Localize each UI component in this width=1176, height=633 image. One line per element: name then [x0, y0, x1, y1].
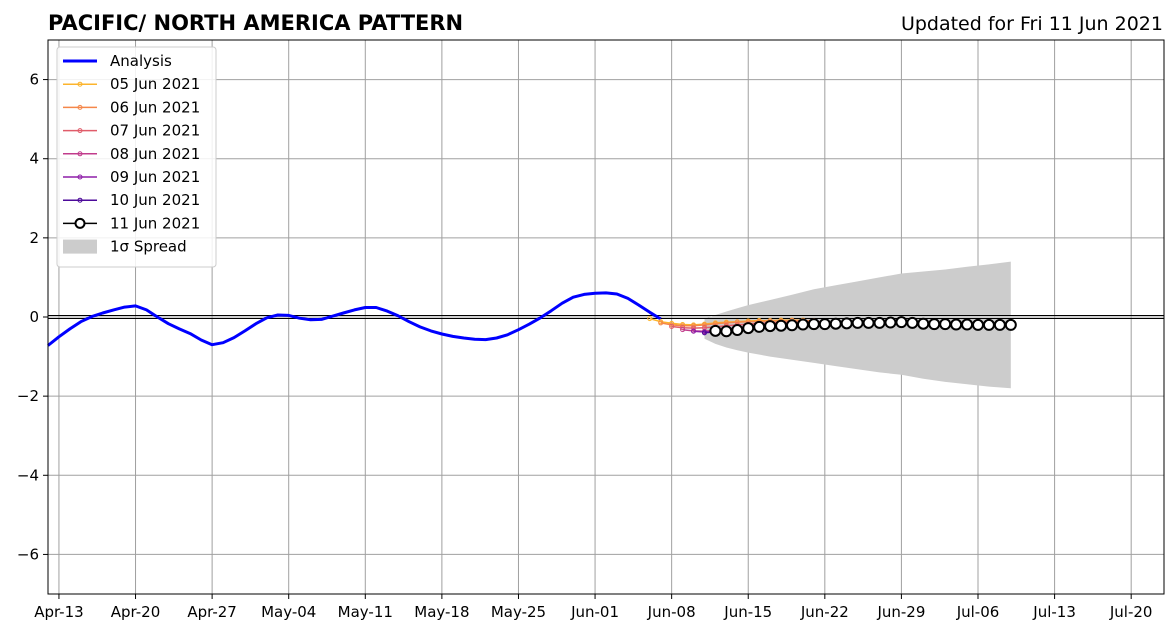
legend-marker: [77, 128, 83, 134]
data-point: [972, 318, 984, 331]
data-point: [796, 318, 809, 331]
legend-marker: [74, 217, 86, 229]
data-point: [961, 318, 974, 331]
legend-label: 1σ Spread: [110, 238, 187, 256]
series-7: [709, 316, 1017, 338]
data-point: [939, 318, 952, 331]
legend-marker: [77, 81, 83, 87]
y-axis: 6 4 2 0 −2 −4 −6: [17, 71, 48, 563]
data-point: [658, 320, 664, 326]
chart-title: PACIFIC/ NORTH AMERICA PATTERN: [48, 11, 463, 35]
y-tick-label: 0: [29, 308, 39, 326]
data-point: [680, 325, 686, 331]
x-axis: Apr-13 Apr-20 Apr-27 May-04 May-11 May-18 May-…: [34, 594, 1152, 621]
data-point: [873, 316, 886, 329]
legend-swatch-spread: [63, 239, 97, 254]
data-point: [680, 327, 686, 333]
legend: Analysis 05 Jun 2021 06 Jun 2021 07 Jun 202…: [56, 46, 217, 268]
data-point: [775, 319, 788, 332]
data-point: [884, 316, 897, 329]
data-point: [982, 318, 995, 331]
legend-marker: [77, 104, 83, 110]
legend-label: 05 Jun 2021: [110, 75, 200, 93]
legend-label: 07 Jun 2021: [110, 122, 200, 140]
legend-label: Analysis: [110, 52, 172, 70]
x-tick-label: Jun-22: [800, 603, 849, 621]
data-point: [851, 316, 864, 329]
y-tick-label: −4: [17, 466, 39, 484]
data-point: [764, 320, 777, 333]
series-group: [47, 291, 1017, 347]
data-point: [993, 318, 1006, 331]
legend-label: 08 Jun 2021: [110, 145, 200, 163]
data-point: [928, 318, 941, 331]
legend-marker: [77, 197, 83, 203]
data-point: [647, 316, 653, 322]
data-point: [950, 318, 963, 331]
data-point: [669, 323, 675, 329]
data-point: [753, 320, 766, 333]
legend-marker: [77, 151, 83, 157]
x-tick-label: Jun-08: [647, 603, 696, 621]
data-point: [786, 319, 798, 332]
x-tick-label: Apr-13: [34, 603, 84, 621]
series-line: [47, 291, 662, 347]
data-point: [742, 322, 755, 335]
data-point: [691, 325, 697, 331]
x-tick-label: Apr-20: [111, 603, 161, 621]
data-point: [818, 318, 831, 331]
data-point: [906, 316, 919, 329]
x-tick-label: May-04: [261, 603, 316, 621]
x-tick-label: May-25: [491, 603, 546, 621]
data-point: [862, 316, 875, 329]
x-tick-label: Jun-15: [723, 603, 772, 621]
data-point: [895, 316, 908, 329]
data-point: [731, 324, 744, 337]
y-tick-label: 6: [29, 71, 39, 89]
data-point: [723, 320, 729, 326]
data-point: [701, 330, 707, 336]
y-tick-label: −2: [17, 387, 39, 405]
legend-label: 10 Jun 2021: [110, 191, 200, 209]
y-tick-label: −6: [17, 545, 39, 563]
x-tick-label: Jun-29: [876, 603, 925, 621]
data-point: [917, 317, 930, 330]
legend-marker: [77, 174, 83, 180]
data-point: [829, 317, 842, 330]
series-0: [47, 291, 662, 347]
y-tick-label: 2: [29, 229, 39, 247]
x-tick-label: Jun-01: [570, 603, 619, 621]
x-tick-label: Jul-20: [1109, 603, 1153, 621]
legend-label: 06 Jun 2021: [110, 98, 200, 116]
x-tick-label: May-18: [414, 603, 469, 621]
data-point: [1004, 318, 1017, 331]
x-tick-label: Apr-27: [187, 603, 237, 621]
x-tick-label: May-11: [338, 603, 393, 621]
legend-label: 11 Jun 2021: [110, 214, 200, 232]
data-point: [720, 325, 733, 338]
data-point: [807, 318, 820, 331]
chart-subtitle: Updated for Fri 11 Jun 2021: [901, 13, 1163, 35]
data-point: [840, 317, 853, 330]
data-point: [709, 324, 722, 337]
data-point: [701, 322, 707, 328]
legend-box: [56, 46, 217, 268]
data-point: [691, 328, 697, 334]
x-tick-label: Jul-06: [956, 603, 1000, 621]
zero-line: [48, 315, 1164, 319]
x-tick-label: Jul-13: [1032, 603, 1076, 621]
legend-label: 09 Jun 2021: [110, 168, 200, 186]
y-tick-label: 4: [29, 150, 39, 168]
